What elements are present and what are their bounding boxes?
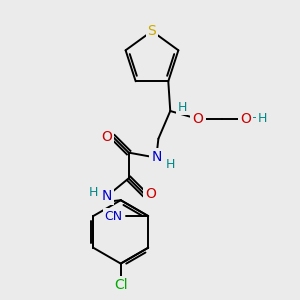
Text: H: H	[249, 112, 258, 125]
Text: N: N	[102, 189, 112, 203]
Text: CN: CN	[104, 209, 122, 223]
Text: H: H	[88, 186, 98, 199]
Text: N: N	[151, 150, 162, 164]
Text: O: O	[193, 112, 203, 126]
Text: Cl: Cl	[114, 278, 128, 292]
Text: H: H	[166, 158, 175, 171]
Text: O: O	[240, 112, 251, 126]
Text: H: H	[178, 100, 187, 114]
Text: O: O	[145, 187, 156, 201]
Text: S: S	[148, 24, 156, 38]
Text: O: O	[101, 130, 112, 144]
Text: H: H	[258, 112, 267, 125]
